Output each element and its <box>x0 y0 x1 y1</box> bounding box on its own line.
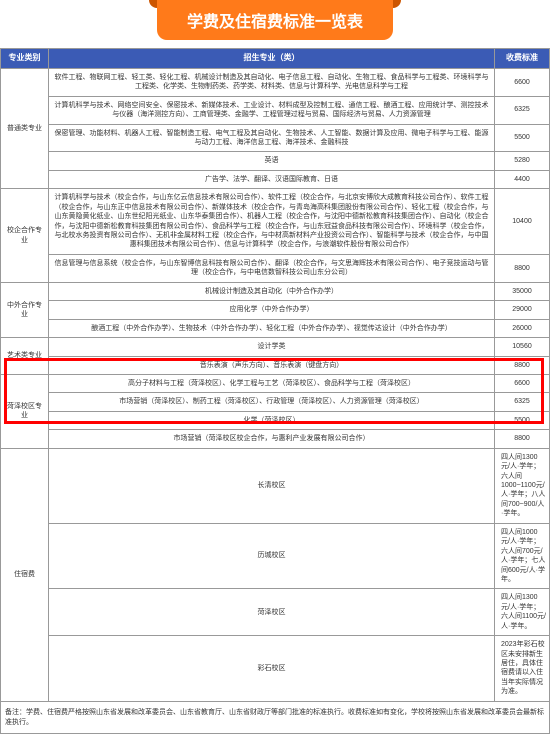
dorm-campus-cell: 长清校区 <box>49 448 495 523</box>
fee-cell: 6600 <box>495 374 550 392</box>
table-row: 市场营销（菏泽校区校企合作，与惠利产业发展有限公司合作）8800 <box>1 430 550 448</box>
table-row: 菏泽校区四人间1300元/人·学年；六人间1100元/人·学年。 <box>1 589 550 636</box>
majors-cell: 广告学、法学、翻译、汉语国际教育、日语 <box>49 170 495 188</box>
dorm-campus-cell: 菏泽校区 <box>49 589 495 636</box>
header-category: 专业类别 <box>1 49 49 69</box>
majors-cell: 计算机科学与技术（校企合作，与山东亿云信息技术有限公司合作）、软件工程（校企合作… <box>49 189 495 255</box>
majors-cell: 保密管理、功能材料、机器人工程、智能制造工程、电气工程及其自动化、生物技术、人工… <box>49 124 495 152</box>
dorm-campus-cell: 彩石校区 <box>49 636 495 702</box>
majors-cell: 信息管理与信息系统（校企合作，与山东智博信息科技有限公司合作）、翻译（校企合作，… <box>49 254 495 282</box>
table-row: 计算机科学与技术、网络空间安全、保密技术、新媒体技术、工业设计、材料成型及控制工… <box>1 96 550 124</box>
note-row: 备注：学费、住宿费严格按照山东省发展和改革委员会、山东省教育厅、山东省财政厅等部… <box>1 701 550 734</box>
fee-cell: 5500 <box>495 411 550 429</box>
fee-cell: 5280 <box>495 152 550 170</box>
dorm-desc-cell: 2023年彩石校区未安排新生居住，具体住宿费请以入住当年实际情况为准。 <box>495 636 550 702</box>
fee-cell: 26000 <box>495 319 550 337</box>
note-cell: 备注：学费、住宿费严格按照山东省发展和改革委员会、山东省教育厅、山东省财政厅等部… <box>1 701 550 734</box>
table-row: 信息管理与信息系统（校企合作，与山东智博信息科技有限公司合作）、翻译（校企合作，… <box>1 254 550 282</box>
table-row: 酿酒工程（中外合作办学）、生物技术（中外合作办学）、轻化工程（中外合作办学）、视… <box>1 319 550 337</box>
table-row: 应用化学（中外合作办学）29000 <box>1 301 550 319</box>
table-row: 广告学、法学、翻译、汉语国际教育、日语4400 <box>1 170 550 188</box>
table-row: 音乐表演（声乐方向）、音乐表演（键盘方向）8800 <box>1 356 550 374</box>
majors-cell: 音乐表演（声乐方向）、音乐表演（键盘方向） <box>49 356 495 374</box>
majors-cell: 酿酒工程（中外合作办学）、生物技术（中外合作办学）、轻化工程（中外合作办学）、视… <box>49 319 495 337</box>
fee-cell: 35000 <box>495 282 550 300</box>
fee-table: 专业类别 招生专业（类） 收费标准 普通类专业软件工程、物联网工程、轻工类、轻化… <box>0 48 550 734</box>
fee-cell: 10400 <box>495 189 550 255</box>
majors-cell: 高分子材料与工程（菏泽校区）、化学工程与工艺（菏泽校区）、食品科学与工程（菏泽校… <box>49 374 495 392</box>
fee-cell: 8800 <box>495 254 550 282</box>
category-cell: 中外合作专业 <box>1 282 49 337</box>
fee-cell: 8800 <box>495 430 550 448</box>
dorm-desc-cell: 四人间1300元/人·学年；六人间1000~1100元/人·学年；八人间700~… <box>495 448 550 523</box>
majors-cell: 化学（菏泽校区） <box>49 411 495 429</box>
dorm-campus-cell: 历城校区 <box>49 523 495 589</box>
fee-cell: 10560 <box>495 338 550 356</box>
majors-cell: 市场营销（菏泽校区校企合作，与惠利产业发展有限公司合作） <box>49 430 495 448</box>
majors-cell: 应用化学（中外合作办学） <box>49 301 495 319</box>
table-row: 市场营销（菏泽校区）、制药工程（菏泽校区）、行政管理（菏泽校区）、人力资源管理（… <box>1 393 550 411</box>
table-row: 菏泽校区专业高分子材料与工程（菏泽校区）、化学工程与工艺（菏泽校区）、食品科学与… <box>1 374 550 392</box>
table-row: 艺术类专业设计学类10560 <box>1 338 550 356</box>
dorm-desc-cell: 四人间1300元/人·学年；六人间1100元/人·学年。 <box>495 589 550 636</box>
table-row: 住宿费长清校区四人间1300元/人·学年；六人间1000~1100元/人·学年；… <box>1 448 550 523</box>
header-majors: 招生专业（类） <box>49 49 495 69</box>
table-row: 校企合作专业计算机科学与技术（校企合作，与山东亿云信息技术有限公司合作）、软件工… <box>1 189 550 255</box>
table-row: 历城校区四人间1000元/人·学年；六人间700元/人·学年；七人间600元/人… <box>1 523 550 589</box>
majors-cell: 设计学类 <box>49 338 495 356</box>
category-cell: 住宿费 <box>1 448 49 701</box>
fee-cell: 6325 <box>495 393 550 411</box>
page-wrap: 学费及住宿费标准一览表 专业类别 招生专业（类） 收费标准 普通类专业软件工程、… <box>0 0 550 734</box>
fee-cell: 6325 <box>495 96 550 124</box>
category-cell: 艺术类专业 <box>1 338 49 375</box>
table-row: 普通类专业软件工程、物联网工程、轻工类、轻化工程、机械设计制造及其自动化、电子信… <box>1 68 550 96</box>
page-title: 学费及住宿费标准一览表 <box>157 0 393 40</box>
majors-cell: 市场营销（菏泽校区）、制药工程（菏泽校区）、行政管理（菏泽校区）、人力资源管理（… <box>49 393 495 411</box>
header-fee: 收费标准 <box>495 49 550 69</box>
fee-cell: 29000 <box>495 301 550 319</box>
majors-cell: 软件工程、物联网工程、轻工类、轻化工程、机械设计制造及其自动化、电子信息工程、自… <box>49 68 495 96</box>
table-row: 保密管理、功能材料、机器人工程、智能制造工程、电气工程及其自动化、生物技术、人工… <box>1 124 550 152</box>
table-row: 化学（菏泽校区）5500 <box>1 411 550 429</box>
fee-cell: 6600 <box>495 68 550 96</box>
majors-cell: 机械设计制造及其自动化（中外合作办学） <box>49 282 495 300</box>
table-row: 彩石校区2023年彩石校区未安排新生居住，具体住宿费请以入住当年实际情况为准。 <box>1 636 550 702</box>
category-cell: 普通类专业 <box>1 68 49 189</box>
table-row: 英语5280 <box>1 152 550 170</box>
category-cell: 菏泽校区专业 <box>1 374 49 448</box>
fee-cell: 5500 <box>495 124 550 152</box>
majors-cell: 英语 <box>49 152 495 170</box>
dorm-desc-cell: 四人间1000元/人·学年；六人间700元/人·学年；七人间600元/人·学年。 <box>495 523 550 589</box>
fee-cell: 8800 <box>495 356 550 374</box>
majors-cell: 计算机科学与技术、网络空间安全、保密技术、新媒体技术、工业设计、材料成型及控制工… <box>49 96 495 124</box>
table-header-row: 专业类别 招生专业（类） 收费标准 <box>1 49 550 69</box>
fee-cell: 4400 <box>495 170 550 188</box>
table-row: 中外合作专业机械设计制造及其自动化（中外合作办学）35000 <box>1 282 550 300</box>
category-cell: 校企合作专业 <box>1 189 49 283</box>
